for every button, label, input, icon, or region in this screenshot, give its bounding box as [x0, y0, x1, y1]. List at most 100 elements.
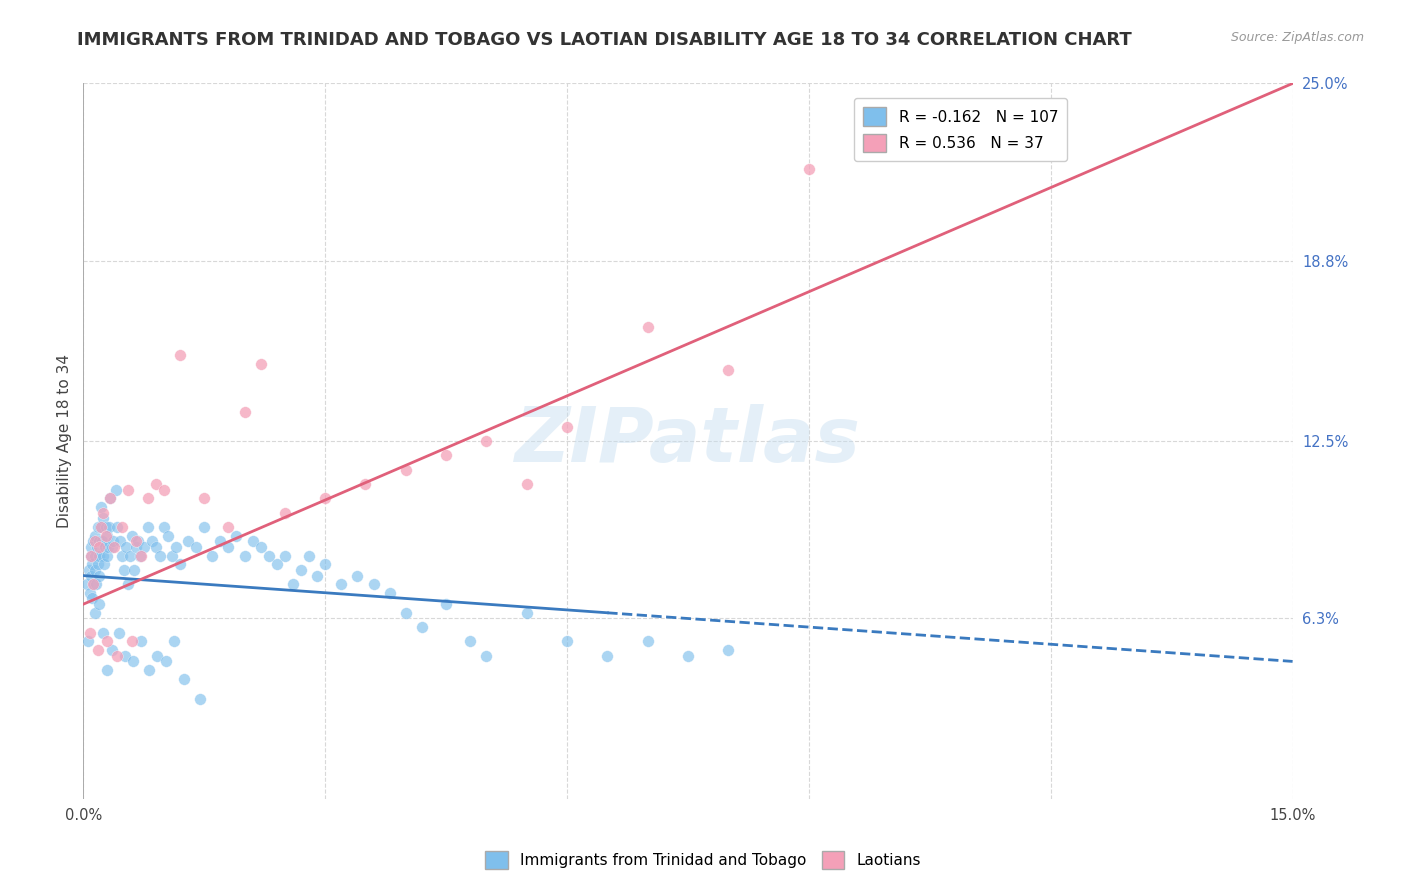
Point [77, 634, 100, 648]
Point [83, 606, 105, 620]
Point [122, 654, 145, 668]
Point [91, 549, 114, 563]
Point [717, 362, 740, 376]
Point [209, 534, 232, 549]
Point [117, 577, 139, 591]
Point [676, 648, 699, 663]
Point [298, 549, 321, 563]
Point [131, 549, 153, 563]
Point [201, 549, 224, 563]
Point [84, 577, 107, 591]
Point [87, 520, 110, 534]
Point [146, 648, 169, 663]
Point [458, 634, 481, 648]
Point [84, 534, 107, 549]
Point [314, 557, 336, 571]
Point [173, 672, 195, 686]
Point [127, 534, 149, 549]
Point [96, 634, 118, 648]
Point [90, 500, 112, 514]
Point [162, 634, 184, 648]
Point [82, 534, 104, 549]
Point [128, 549, 150, 563]
Point [169, 557, 191, 571]
Point [80, 568, 103, 582]
Point [274, 549, 297, 563]
Point [637, 634, 659, 648]
Point [80, 549, 103, 563]
Point [84, 563, 107, 577]
Point [100, 540, 122, 554]
Text: Source: ZipAtlas.com: Source: ZipAtlas.com [1230, 31, 1364, 45]
Point [91, 625, 114, 640]
Point [82, 577, 104, 591]
Point [108, 534, 131, 549]
Point [94, 528, 117, 542]
Point [225, 528, 247, 542]
Point [555, 419, 578, 434]
Point [395, 463, 418, 477]
Point [249, 357, 271, 371]
Point [242, 534, 264, 549]
Text: ZIPatlas: ZIPatlas [515, 404, 860, 478]
Point [395, 606, 418, 620]
Point [434, 449, 457, 463]
Point [516, 606, 538, 620]
Point [363, 577, 385, 591]
Point [82, 557, 104, 571]
Point [76, 577, 98, 591]
Point [145, 540, 167, 554]
Point [93, 557, 115, 571]
Point [103, 540, 125, 554]
Point [101, 643, 124, 657]
Point [122, 563, 145, 577]
Point [155, 654, 177, 668]
Point [165, 540, 187, 554]
Point [177, 534, 200, 549]
Point [281, 577, 304, 591]
Point [411, 620, 433, 634]
Point [131, 634, 153, 648]
Point [125, 540, 148, 554]
Point [97, 540, 120, 554]
Point [149, 549, 172, 563]
Point [217, 520, 239, 534]
Point [153, 483, 176, 497]
Point [186, 540, 208, 554]
Point [193, 520, 215, 534]
Point [516, 477, 538, 491]
Point [257, 549, 280, 563]
Point [346, 568, 368, 582]
Point [188, 691, 211, 706]
Point [98, 520, 121, 534]
Point [83, 549, 105, 563]
Point [98, 491, 121, 506]
Point [117, 483, 139, 497]
Point [125, 534, 148, 549]
Point [77, 563, 100, 577]
Point [378, 586, 401, 600]
Point [114, 648, 136, 663]
Point [101, 534, 124, 549]
Legend: R = -0.162   N = 107, R = 0.536   N = 37: R = -0.162 N = 107, R = 0.536 N = 37 [855, 98, 1067, 161]
Point [717, 643, 740, 657]
Point [90, 534, 112, 549]
Point [94, 520, 117, 534]
Point [111, 549, 134, 563]
Point [233, 405, 256, 419]
Point [121, 528, 143, 542]
Point [475, 648, 498, 663]
Point [87, 643, 110, 657]
Point [96, 549, 118, 563]
Point [637, 319, 659, 334]
Point [84, 528, 107, 542]
Point [87, 557, 110, 571]
Point [121, 634, 143, 648]
Point [138, 663, 160, 677]
Point [79, 586, 101, 600]
Point [145, 477, 167, 491]
Point [136, 491, 159, 506]
Point [434, 597, 457, 611]
Point [193, 491, 215, 506]
Point [79, 549, 101, 563]
